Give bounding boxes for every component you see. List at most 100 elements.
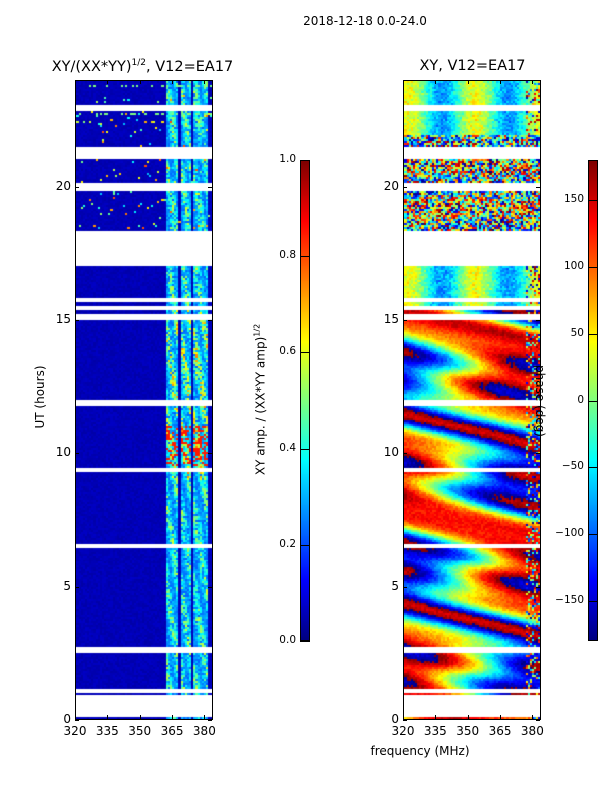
colorbar-tick-label: 0.6 xyxy=(279,345,296,358)
amp-heatmap-axes xyxy=(75,80,213,720)
x-tick-mark xyxy=(403,715,404,719)
figure-suptitle: 2018-12-18 0.0-24.0 xyxy=(303,14,427,28)
x-tick-mark xyxy=(532,715,534,719)
amp-colorbar-label-main: XY amp. / (XX*YY amp) xyxy=(253,336,268,476)
x-tick-mark xyxy=(500,715,502,719)
x-tick-mark xyxy=(435,715,437,719)
x-tick-mark xyxy=(107,715,109,719)
amp-title-main: XY/(XX*YY) xyxy=(51,58,132,75)
y-tick-label: 0 xyxy=(391,712,399,726)
colorbar-tick-mark xyxy=(300,256,310,258)
x-tick-mark xyxy=(75,715,76,719)
x-tick-mark xyxy=(139,715,141,719)
x-tick-label: 365 xyxy=(160,724,184,738)
colorbar-tick-label: 0.0 xyxy=(279,634,296,646)
colorbar-tick-label: 1.0 xyxy=(279,153,296,165)
y-tick-mark xyxy=(403,186,407,188)
phase-heatmap-axes xyxy=(403,80,541,720)
y-tick-mark-right xyxy=(536,186,540,188)
y-tick-label: 20 xyxy=(383,178,399,193)
x-tick-mark xyxy=(467,715,469,719)
y-tick-label: 15 xyxy=(383,312,399,326)
x-tick-label: 320 xyxy=(391,724,415,738)
y-tick-mark xyxy=(403,320,407,321)
colorbar-tick-mark xyxy=(588,333,598,335)
x-axis-label: frequency (MHz) xyxy=(370,744,470,758)
colorbar-tick-label: −150 xyxy=(555,593,584,606)
colorbar-tick-mark xyxy=(588,467,598,469)
y-tick-mark xyxy=(403,586,407,588)
phase-heatmap xyxy=(404,81,540,719)
y-tick-mark xyxy=(75,720,79,721)
x-tick-label: 320 xyxy=(63,724,87,738)
y-tick-mark xyxy=(75,186,79,188)
y-tick-mark xyxy=(75,453,79,455)
colorbar-tick-mark xyxy=(300,544,310,546)
colorbar-tick-label: 0 xyxy=(577,393,584,406)
phase-panel-title: XY, V12=EA17 xyxy=(419,58,526,74)
colorbar-tick-mark xyxy=(588,266,598,268)
y-tick-mark xyxy=(403,720,407,721)
colorbar-tick-label: 0.4 xyxy=(279,441,296,454)
colorbar-tick-label: 150 xyxy=(563,193,584,206)
y-tick-label: 15 xyxy=(55,312,71,326)
x-tick-mark-top xyxy=(107,80,109,84)
x-tick-mark-top xyxy=(403,80,404,84)
x-tick-label: 380 xyxy=(192,724,216,738)
colorbar-tick-mark xyxy=(300,352,310,354)
x-tick-mark-top xyxy=(532,80,534,84)
x-tick-label: 335 xyxy=(423,724,447,738)
y-tick-mark-right xyxy=(208,320,212,321)
y-tick-mark-right xyxy=(536,320,540,321)
colorbar-tick-mark xyxy=(588,200,598,202)
y-tick-mark xyxy=(75,320,79,321)
colorbar-tick-mark xyxy=(588,534,598,536)
x-tick-mark xyxy=(172,715,174,719)
x-tick-mark-top xyxy=(500,80,502,84)
y-tick-label: 5 xyxy=(63,578,71,593)
x-tick-label: 350 xyxy=(456,724,480,738)
y-tick-mark-right xyxy=(208,586,212,588)
y-tick-label: 10 xyxy=(55,445,71,460)
x-tick-mark-top xyxy=(204,80,206,84)
colorbar-tick-mark xyxy=(300,160,310,161)
colorbar-tick-label: −50 xyxy=(561,460,584,473)
x-tick-label: 380 xyxy=(520,724,544,738)
colorbar-tick-label: 50 xyxy=(570,326,584,339)
colorbar-tick-mark xyxy=(300,448,310,450)
y-tick-mark-right xyxy=(536,453,540,455)
x-tick-mark-top xyxy=(139,80,141,84)
amp-title-sup: 1/2 xyxy=(131,58,147,68)
colorbar-tick-mark xyxy=(588,400,598,402)
amp-colorbar-label-sup: 1/2 xyxy=(252,323,262,337)
colorbar-tick-label: 0.8 xyxy=(279,249,296,262)
y-tick-mark-right xyxy=(536,720,540,721)
amp-heatmap xyxy=(76,81,212,719)
y-tick-mark xyxy=(403,453,407,455)
amp-title-tail: , V12=EA17 xyxy=(146,58,234,75)
y-tick-label: 20 xyxy=(55,178,71,193)
colorbar-tick-label: 100 xyxy=(563,259,584,272)
y-tick-mark-right xyxy=(208,720,212,721)
amp-panel-title: XY/(XX*YY)1/2, V12=EA17 xyxy=(30,58,255,75)
x-tick-label: 335 xyxy=(95,724,119,738)
y-tick-label: 10 xyxy=(383,445,399,460)
x-tick-label: 350 xyxy=(128,724,152,738)
y-tick-mark-right xyxy=(536,586,540,588)
y-tick-label: 0 xyxy=(63,712,71,726)
y-tick-mark xyxy=(75,586,79,588)
colorbar-tick-label: −100 xyxy=(555,527,584,540)
x-tick-mark-top xyxy=(467,80,469,84)
amp-colorbar xyxy=(300,160,310,641)
x-tick-mark-top xyxy=(435,80,437,84)
amp-colorbar-gradient xyxy=(301,161,309,640)
x-tick-mark-top xyxy=(75,80,76,84)
x-tick-mark xyxy=(204,715,206,719)
colorbar-tick-mark xyxy=(588,600,598,602)
amp-colorbar-label: XY amp. / (XX*YY amp)1/2 xyxy=(253,290,268,510)
y-tick-label: 5 xyxy=(391,578,399,593)
y-tick-mark-right xyxy=(208,453,212,455)
colorbar-tick-mark xyxy=(300,641,310,642)
y-tick-mark-right xyxy=(208,186,212,188)
y-axis-label: UT (hours) xyxy=(33,365,47,429)
